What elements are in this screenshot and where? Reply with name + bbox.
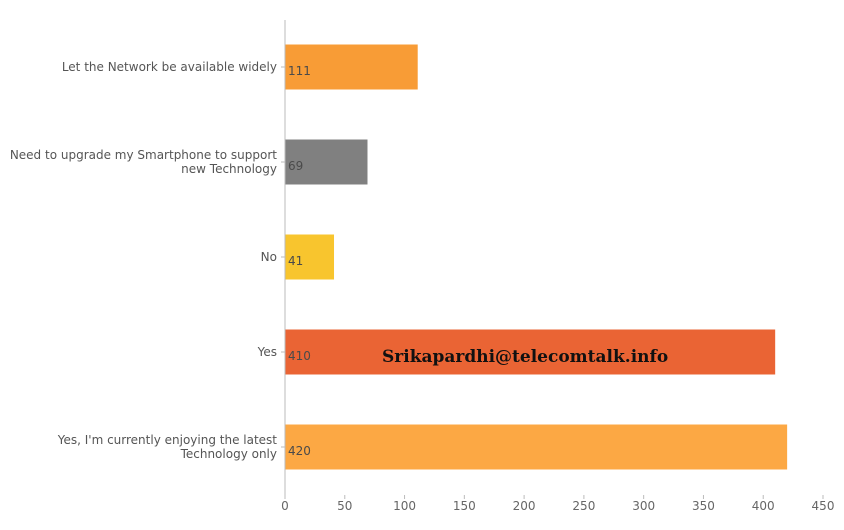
watermark-text: Srikapardhi@telecomtalk.info — [382, 347, 668, 367]
data-label-4: 420 — [288, 444, 311, 458]
data-label-0: 111 — [288, 64, 311, 78]
data-label-1: 69 — [288, 159, 303, 173]
x-tick-label-3: 150 — [453, 499, 476, 513]
bar-2 — [285, 234, 335, 280]
bar-1 — [285, 139, 368, 185]
x-tick-label-5: 250 — [572, 499, 595, 513]
x-tick-label-9: 450 — [812, 499, 835, 513]
category-label-line: Let the Network be available widely — [62, 60, 277, 74]
category-label-line: Yes — [257, 345, 277, 359]
category-label-line: Technology only — [180, 447, 277, 461]
category-label-line: No — [261, 250, 277, 264]
x-tick-label-7: 350 — [692, 499, 715, 513]
category-label-4: Yes, I'm currently enjoying the latest Te… — [57, 433, 278, 461]
category-label-line: Need to upgrade my Smartphone to support — [10, 148, 277, 162]
category-label-0: Let the Network be available widely — [62, 60, 277, 74]
category-label-1: Need to upgrade my Smartphone to support… — [10, 148, 277, 176]
x-tick-label-8: 400 — [752, 499, 775, 513]
labels-layer: 111 Let the Network be available widely 69… — [10, 60, 835, 513]
bars-layer — [285, 44, 788, 470]
x-tick-label-6: 300 — [632, 499, 655, 513]
x-tick-label-4: 200 — [513, 499, 536, 513]
x-tick-label-2: 100 — [393, 499, 416, 513]
bar-0 — [285, 44, 418, 90]
category-label-line: new Technology — [181, 162, 277, 176]
bar-4 — [285, 424, 788, 470]
x-tick-label-0: 0 — [281, 499, 289, 513]
data-label-2: 41 — [288, 254, 303, 268]
category-label-3: Yes — [257, 345, 277, 359]
data-label-3: 410 — [288, 349, 311, 363]
axes — [281, 20, 824, 499]
category-label-line: Yes, I'm currently enjoying the latest — [57, 433, 278, 447]
bar-3 — [285, 329, 776, 375]
x-tick-label-1: 50 — [337, 499, 352, 513]
category-label-2: No — [261, 250, 277, 264]
